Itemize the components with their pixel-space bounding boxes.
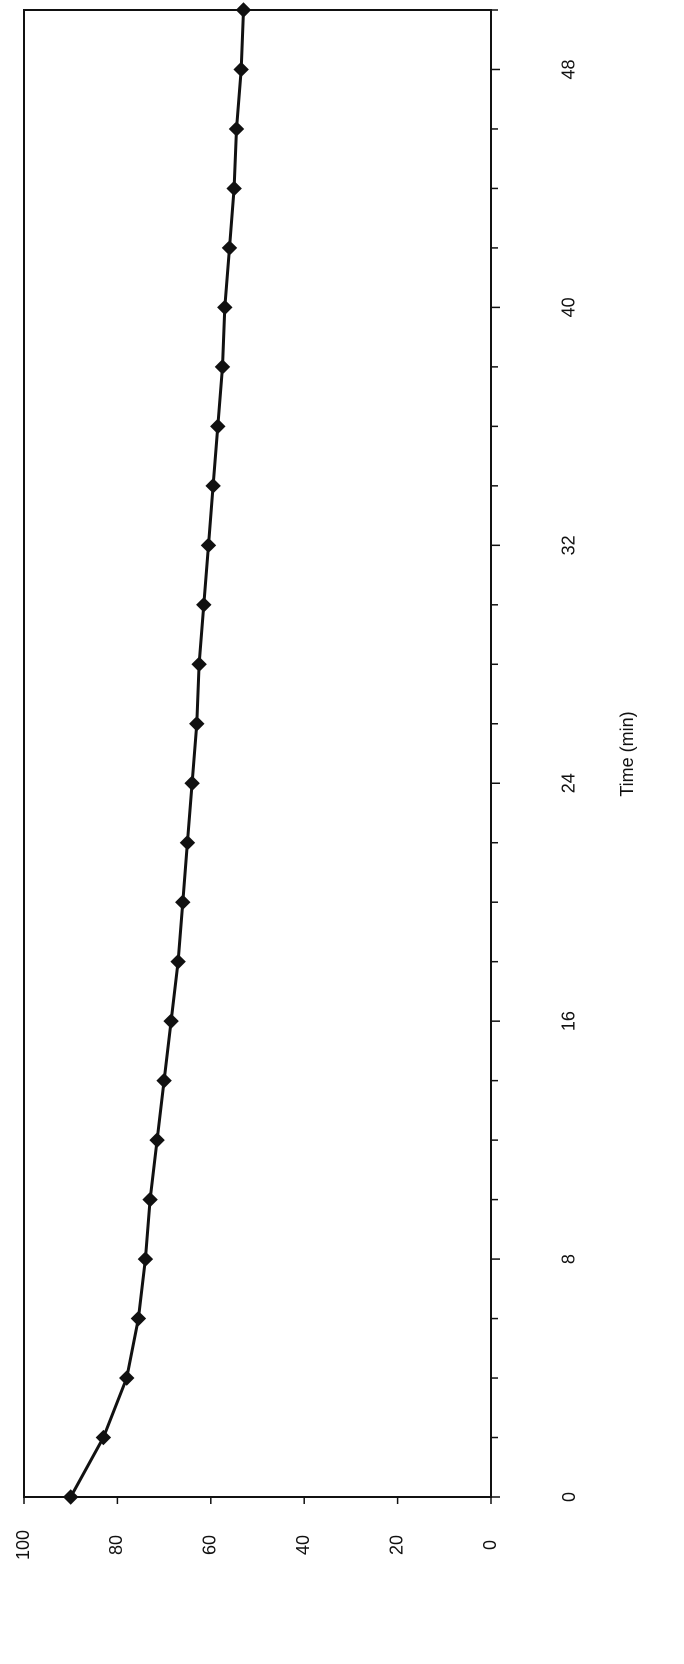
data-point-marker xyxy=(184,775,200,791)
data-point-marker xyxy=(62,1489,79,1505)
data-point-marker xyxy=(170,953,186,970)
data-point-marker xyxy=(235,2,252,18)
data-point-marker xyxy=(233,61,249,78)
data-point-marker xyxy=(221,240,238,256)
x-tick-label: 8 xyxy=(559,1254,579,1264)
x-tick-label: 48 xyxy=(559,59,579,79)
y-tick-label: 80 xyxy=(106,1535,126,1555)
data-point-marker xyxy=(210,418,226,435)
x-axis-ticks: 0 8 16 24 32 40 48 xyxy=(491,9,579,1502)
data-point-marker xyxy=(196,597,212,613)
x-tick-label: 40 xyxy=(559,297,579,317)
x-tick-label: 24 xyxy=(559,773,579,793)
plot-border xyxy=(23,9,492,1498)
data-point-marker xyxy=(119,1370,135,1386)
series-markers xyxy=(62,2,252,1505)
x-tick-label: 0 xyxy=(559,1492,579,1502)
data-point-marker xyxy=(95,1429,112,1446)
data-point-marker xyxy=(179,835,196,851)
y-axis-ticks: 0 20 40 60 80 100 xyxy=(13,1497,500,1560)
data-point-marker xyxy=(156,1072,172,1089)
plot-frame xyxy=(23,9,492,1498)
data-point-marker xyxy=(214,359,231,375)
x-tick-label: 32 xyxy=(559,535,579,555)
data-point-marker xyxy=(189,716,205,732)
data-point-marker xyxy=(217,299,233,316)
series-line xyxy=(69,9,245,1498)
y-tick-label: 60 xyxy=(200,1535,220,1555)
data-point-marker xyxy=(175,894,191,910)
data-point-marker xyxy=(191,656,207,672)
data-point-marker xyxy=(149,1132,165,1148)
y-tick-label: 20 xyxy=(386,1535,406,1555)
y-tick-label: 100 xyxy=(13,1530,33,1560)
data-point-marker xyxy=(205,478,221,494)
data-point-marker xyxy=(130,1310,147,1327)
data-point-marker xyxy=(137,1251,154,1267)
x-tick-label: 16 xyxy=(559,1011,579,1031)
y-tick-label: 0 xyxy=(480,1540,500,1550)
y-tick-label: 40 xyxy=(293,1535,313,1555)
data-point-marker xyxy=(163,1013,179,1029)
data-point-marker xyxy=(226,180,242,197)
x-axis-title: Time (min) xyxy=(617,711,637,796)
data-point-marker xyxy=(228,121,245,137)
data-point-marker xyxy=(200,537,217,554)
data-point-marker xyxy=(142,1191,158,1208)
